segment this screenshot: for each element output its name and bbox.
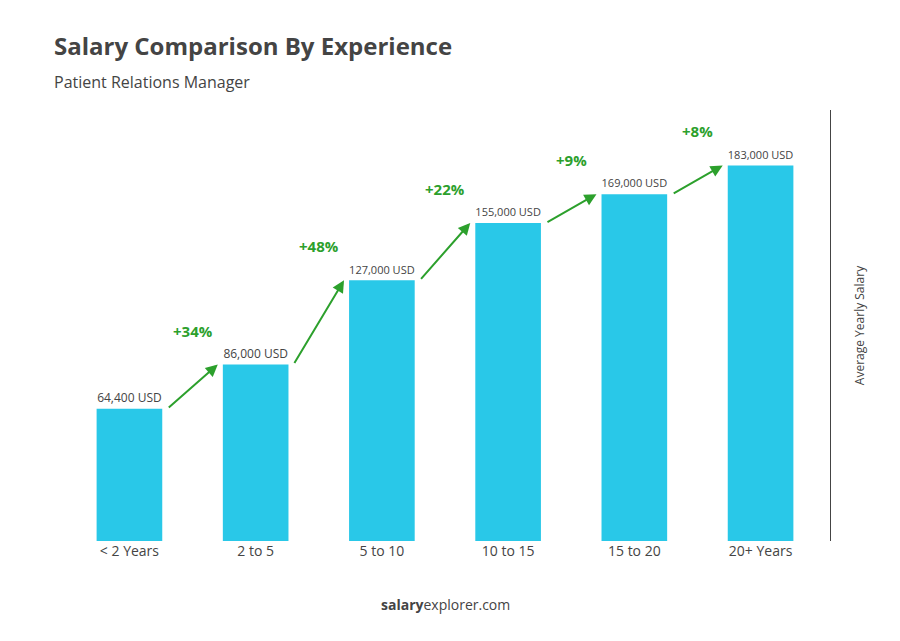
- svg-text:183,000 USD: 183,000 USD: [728, 147, 794, 162]
- svg-text:salaryexplorer.com: salaryexplorer.com: [381, 595, 510, 614]
- svg-text:10 to 15: 10 to 15: [482, 541, 535, 560]
- svg-text:+34%: +34%: [173, 321, 213, 341]
- svg-text:+9%: +9%: [556, 150, 587, 170]
- svg-text:Patient Relations Manager: Patient Relations Manager: [54, 71, 250, 93]
- svg-text:169,000 USD: 169,000 USD: [602, 175, 668, 190]
- svg-text:+8%: +8%: [682, 121, 713, 141]
- svg-text:20+ Years: 20+ Years: [729, 541, 793, 560]
- svg-text:< 2 Years: < 2 Years: [100, 541, 159, 560]
- svg-text:127,000 USD: 127,000 USD: [349, 262, 415, 277]
- svg-text:15 to 20: 15 to 20: [608, 541, 661, 560]
- svg-text:5 to 10: 5 to 10: [360, 541, 405, 560]
- svg-text:2 to 5: 2 to 5: [237, 541, 274, 560]
- svg-text:86,000 USD: 86,000 USD: [223, 345, 288, 362]
- svg-text:Salary Comparison By Experienc: Salary Comparison By Experience: [54, 29, 452, 62]
- svg-text:64,400 USD: 64,400 USD: [97, 389, 162, 406]
- svg-text:+48%: +48%: [299, 236, 339, 256]
- svg-text:155,000 USD: 155,000 USD: [475, 204, 541, 219]
- svg-text:Average Yearly Salary: Average Yearly Salary: [851, 265, 868, 385]
- svg-text:+22%: +22%: [425, 179, 465, 199]
